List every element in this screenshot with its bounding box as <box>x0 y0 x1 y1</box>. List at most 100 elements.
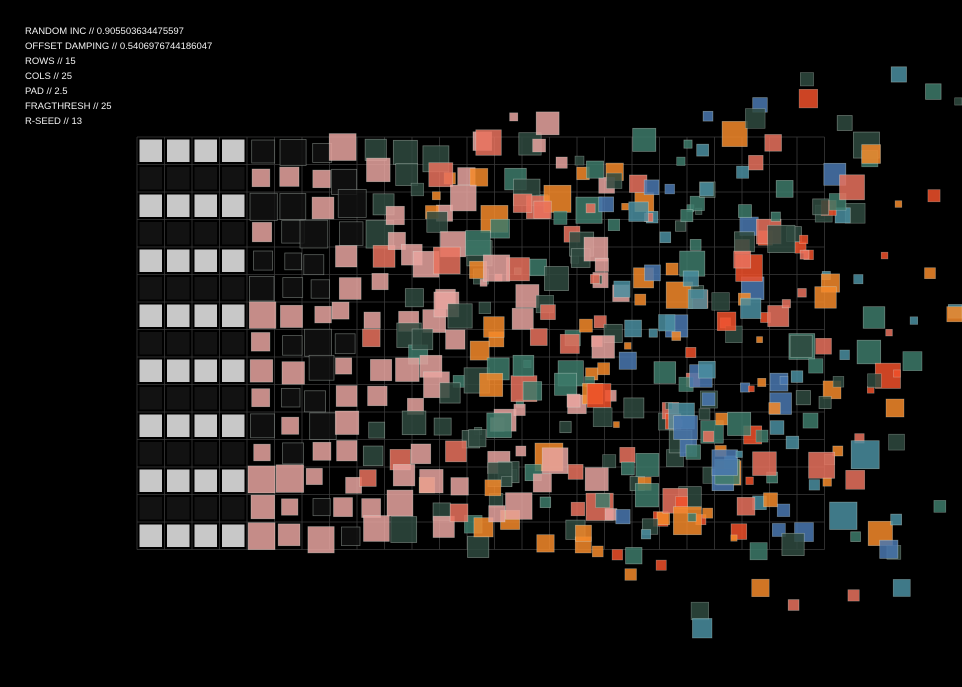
fragment-square <box>362 445 384 467</box>
fragment-square <box>439 382 461 404</box>
fragment-square <box>795 390 811 406</box>
fragment-square <box>250 413 275 439</box>
fragment-square <box>447 303 473 329</box>
fragment-square <box>312 441 332 461</box>
fragment-square-scatter <box>579 318 593 333</box>
fragment-square <box>818 396 832 409</box>
fragment-square-scatter <box>893 369 901 378</box>
fragment-square <box>281 388 301 408</box>
fragment-square <box>789 334 813 358</box>
fragment-square <box>370 359 393 382</box>
fragment-square-scatter <box>613 421 620 428</box>
fragment-square <box>309 412 337 440</box>
fragment-square <box>304 390 326 413</box>
fragment-square-scatter <box>555 156 568 169</box>
fragment-square <box>797 288 807 298</box>
fragment-square-scatter <box>927 189 941 203</box>
fragment-square-scatter <box>771 523 786 537</box>
fragment-square-scatter <box>611 549 623 561</box>
fragment-square-scatter <box>513 403 526 416</box>
fragment-square <box>675 220 687 232</box>
fragment-square <box>386 489 414 517</box>
fragment-square-scatter <box>698 408 711 421</box>
fragment-square-scatter <box>924 267 936 280</box>
fragment-square-scatter <box>885 398 905 418</box>
fragment-square <box>247 465 276 494</box>
fragment-square-scatter <box>757 377 767 387</box>
fragment-square-scatter <box>756 336 763 344</box>
fragment-square-scatter <box>689 195 705 211</box>
fragment-square <box>594 257 609 272</box>
fragment-square-scatter <box>595 493 611 508</box>
fragment-square-scatter <box>613 280 631 298</box>
fragment-square <box>194 332 217 355</box>
fragment-square <box>310 279 330 299</box>
fragment-square <box>775 180 794 198</box>
fragment-square <box>401 410 427 436</box>
fragment-square <box>249 359 274 383</box>
fragment-square <box>583 236 609 262</box>
fragment-square-scatter <box>755 429 769 443</box>
fragment-square <box>341 526 361 546</box>
fragment-square <box>222 139 245 162</box>
fragment-square <box>634 483 660 508</box>
fragment-square-scatter <box>597 362 610 376</box>
fragment-square <box>567 464 584 480</box>
fragment-square <box>312 498 331 517</box>
fragment-square <box>222 359 245 382</box>
fragment-square <box>621 461 635 476</box>
param-offset-damping: OFFSET DAMPING // 0.5406976744186047 <box>25 41 213 52</box>
fragment-square <box>139 277 162 300</box>
fragment-square <box>763 492 778 508</box>
fragment-square <box>536 534 555 553</box>
fragment-square <box>339 221 364 246</box>
fragment-square-scatter <box>853 274 864 285</box>
fragment-square <box>540 304 556 320</box>
fragment-square <box>656 511 670 526</box>
fragment-square <box>194 277 217 300</box>
fragment-square <box>251 222 273 243</box>
fragment-square-scatter <box>509 112 519 122</box>
fragment-square <box>584 467 609 492</box>
fragment-square <box>194 194 217 217</box>
fragment-square-scatter <box>484 479 502 497</box>
fragment-square-scatter <box>501 476 513 487</box>
fragment-square <box>734 231 755 253</box>
fragment-square <box>479 372 504 397</box>
fragment-square <box>305 468 323 485</box>
fragment-square <box>625 547 643 565</box>
fragment-square <box>890 513 902 526</box>
param-r-seed: R-SEED // 13 <box>25 116 83 127</box>
fragment-square <box>482 254 511 282</box>
fragment-square <box>363 311 381 329</box>
fragment-square <box>648 328 658 338</box>
fragment-square-scatter <box>699 182 714 197</box>
fragment-square <box>511 307 534 330</box>
fragment-square <box>925 83 942 100</box>
fragment-square <box>167 167 190 190</box>
param-cols: COLS // 25 <box>25 71 72 82</box>
fragment-square <box>167 359 190 382</box>
fragment-square <box>167 194 190 217</box>
fragment-square-scatter <box>799 72 814 87</box>
fragment-square <box>586 383 612 408</box>
fragment-square <box>139 222 162 245</box>
fragment-square <box>832 445 844 457</box>
fragment-square-scatter <box>634 293 647 306</box>
fragment-square <box>167 497 190 520</box>
fragment-square <box>368 421 386 439</box>
fragment-square <box>585 203 596 214</box>
fragment-square-scatter <box>701 392 716 406</box>
fragment-square <box>333 497 353 517</box>
fragment-square <box>449 503 469 523</box>
fragment-square <box>222 249 245 272</box>
fragment-square <box>281 416 300 435</box>
fragment-square <box>279 166 300 187</box>
fragment-square-scatter <box>621 203 629 211</box>
fragment-square <box>395 163 419 186</box>
fragment-square <box>769 420 785 435</box>
fragment-square <box>544 266 569 291</box>
fragment-square <box>194 249 217 272</box>
fragment-square <box>486 412 512 438</box>
